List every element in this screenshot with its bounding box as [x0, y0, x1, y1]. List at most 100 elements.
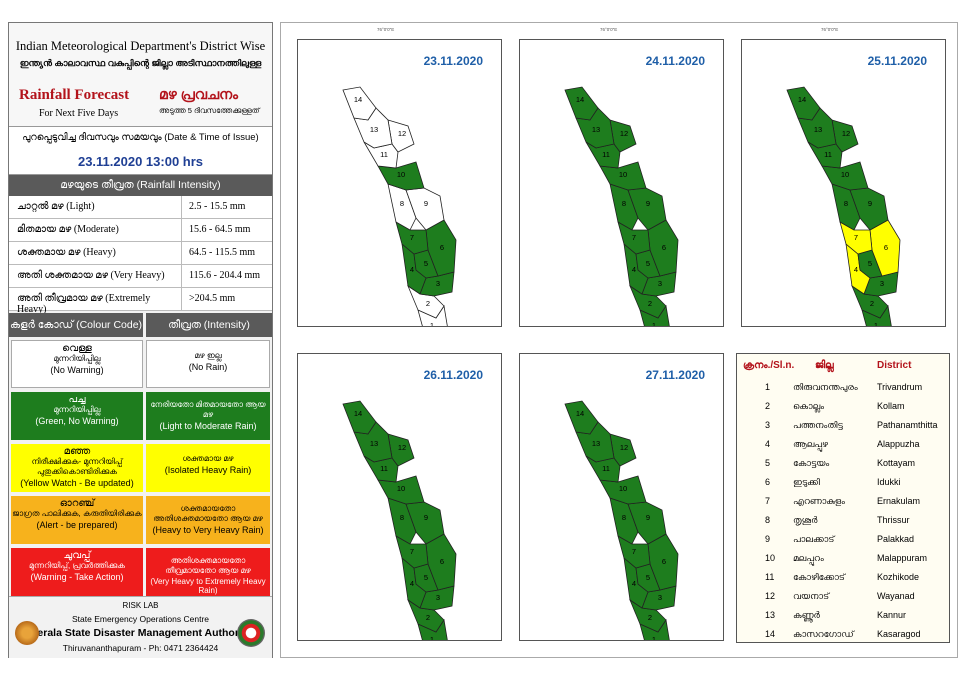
district-12-number: 12 [398, 129, 406, 138]
map-day-3: 1 2 3 4 5 6 7 8 9 10 11 12 13 14 25.11.2020 [741, 39, 946, 327]
issue-datetime: 23.11.2020 13:00 hrs [77, 154, 204, 169]
map-day-5: 1 2 3 4 5 6 7 8 9 10 11 12 13 14 27.11.2020 [519, 353, 724, 641]
district-4-number: 4 [410, 265, 414, 274]
district-4-number: 4 [632, 579, 636, 588]
intensity-range: 15.6 - 64.5 mm [189, 224, 251, 235]
district-8-number: 8 [844, 199, 848, 208]
district-11-number: 11 [602, 150, 610, 159]
district-name-en: Malappuram [877, 553, 928, 563]
district-name-en: Palakkad [877, 534, 915, 544]
district-name-ml: തൃശൂർ [793, 515, 818, 525]
map-day-4: 1 2 3 4 5 6 7 8 9 10 11 12 13 14 26.11.2020 [297, 353, 502, 641]
district-6-number: 6 [662, 243, 666, 252]
intensity-ml: മഴ ഇല്ല [194, 351, 222, 360]
colour-name: ചുവപ്പ് [63, 550, 91, 561]
district-name-ml: എറണാകുളം [793, 496, 845, 506]
intensity-ml: അതിശക്തമായതോ തീവ്രമായതോ ആയ മഴ [165, 556, 251, 575]
district-7-number: 7 [632, 233, 636, 242]
colour-name: മഞ്ഞ [63, 446, 91, 457]
intensity-en: (No Rain) [188, 362, 228, 372]
district-3-number: 3 [880, 279, 884, 288]
legend-row: 9 പാലക്കാട് Palakkad [737, 530, 949, 550]
district-number: 14 [765, 629, 776, 639]
district-14-shape [342, 86, 377, 121]
district-legend: ക്രനം./Sl.n. ജില്ല District 1 തിരുവനന്തപു… [736, 353, 950, 643]
legend-row: 7 എറണാകുളം Ernakulam [737, 492, 949, 512]
ksdma-footer: RISK LAB State Emergency Operations Cent… [9, 596, 272, 658]
colour-box-orange: ഓറഞ്ച് ജാഗ്രത പാലിക്കുക, കരുതിയിരിക്കുക … [11, 496, 143, 544]
axis-label-top: 76°0'0"E [377, 27, 395, 32]
district-13-number: 13 [370, 439, 378, 448]
district-name-ml: മലപ്പുറം [793, 553, 824, 563]
legend-row: 3 പത്തനംതിട്ട Pathanamthitta [737, 416, 949, 436]
district-name-ml: വയനാട് [793, 591, 830, 601]
legend-panel: Indian Meteorological Department's Distr… [8, 22, 273, 658]
colour-code-head: കളർ കോഡ് (Colour Code) [9, 313, 143, 337]
map-date: 24.11.2020 [645, 54, 705, 68]
district-13-number: 13 [814, 125, 822, 134]
ksdma-logo-icon [237, 619, 265, 647]
district-14-number: 14 [354, 409, 362, 418]
colour-box-white: വെള്ള മുന്നറിയിപ്പില്ല (No Warning) [11, 340, 143, 388]
intensity-heading: മഴയുടെ തീവ്രത (Rainfall Intensity) [9, 175, 272, 196]
legend-head-ml: ജില്ല [815, 360, 834, 371]
district-10-number: 10 [619, 170, 627, 179]
district-number: 3 [765, 420, 771, 430]
colour-box-yellow: മഞ്ഞ നിരീക്ഷിക്കുക- മുന്നറിയിപ്പ് പുതുക്… [11, 444, 143, 492]
district-10-number: 10 [841, 170, 849, 179]
colour-name: പച്ച [68, 394, 86, 405]
map-day-2: 1 2 3 4 5 6 7 8 9 10 11 12 13 14 24.11.2020 [519, 39, 724, 327]
colour-row-red: ചുവപ്പ് മുന്നറിയിപ്പ്, പ്രവർത്തിക്കുക (W… [9, 546, 272, 598]
intensity-row: ചാറ്റൽ മഴ (Light) 2.5 - 15.5 mm [9, 196, 272, 219]
next-five-days-ml: അടുത്ത 5 ദിവസത്തേക്കുള്ളത് [159, 106, 260, 115]
district-number: 6 [765, 477, 771, 487]
district-11-number: 11 [380, 150, 388, 159]
district-number: 1 [765, 382, 771, 392]
ksdma-name: Kerala State Disaster Management Authori… [29, 627, 252, 639]
next-five-days-en: For Next Five Days [39, 108, 119, 119]
legend-row: 4 ആലപ്പുഴ Alappuzha [737, 435, 949, 455]
intensity-label: ശക്തമായ മഴ (Heavy) [17, 247, 116, 258]
colour-meaning-en: (Alert - be prepared) [36, 520, 118, 530]
district-2-number: 2 [648, 613, 652, 622]
district-number: 12 [765, 591, 776, 601]
district-1-number: 1 [430, 635, 434, 641]
axis-label-top: 76°0'0"E [821, 27, 839, 32]
district-14-shape [564, 400, 599, 435]
district-name-en: Kottayam [877, 458, 916, 468]
district-10-number: 10 [397, 484, 405, 493]
district-14-number: 14 [576, 409, 584, 418]
legend-row: 13 കണ്ണൂർ Kannur [737, 606, 949, 626]
district-name-en: Kozhikode [877, 572, 920, 582]
district-7-number: 7 [410, 547, 414, 556]
intensity-box-red: അതിശക്തമായതോ തീവ്രമായതോ ആയ മഴ (Very Heav… [146, 548, 270, 596]
district-14-shape [786, 86, 821, 121]
intensity-range: 115.6 - 204.4 mm [189, 270, 261, 281]
district-name-ml: കാസറഗോഡ് [793, 629, 854, 639]
intensity-ml: ശക്തമായ മഴ [182, 454, 234, 463]
map-date: 27.11.2020 [645, 368, 705, 382]
district-name-en: Kannur [877, 610, 907, 620]
district-number: 13 [765, 610, 776, 620]
colour-row-yellow: മഞ്ഞ നിരീക്ഷിക്കുക- മുന്നറിയിപ്പ് പുതുക്… [9, 442, 272, 494]
district-11-number: 11 [824, 150, 832, 159]
intensity-en: (Isolated Heavy Rain) [164, 465, 252, 475]
colour-meaning-en: (Green, No Warning) [35, 416, 119, 426]
district-14-number: 14 [798, 95, 806, 104]
district-name-en: Alappuzha [877, 439, 920, 449]
intensity-en: (Light to Moderate Rain) [159, 421, 257, 431]
intensity-row: അതി ശക്തമായ മഴ (Very Heavy) 115.6 - 204.… [9, 265, 272, 288]
intensity-en: (Heavy to Very Heavy Rain) [152, 525, 264, 535]
district-name-en: Ernakulam [877, 496, 921, 506]
colour-meaning-en: (Warning - Take Action) [30, 572, 124, 582]
intensity-range: >204.5 mm [189, 293, 236, 304]
district-5-number: 5 [424, 259, 428, 268]
intensity-label: അതി തീവ്രമായ മഴ (Extremely Heavy) [17, 293, 151, 315]
intensity-box-orange: ശക്തമായതോ അതിശക്തമായതോ ആയ മഴ (Heavy to V… [146, 496, 270, 544]
district-number: 7 [765, 496, 771, 506]
district-9-number: 9 [646, 199, 650, 208]
